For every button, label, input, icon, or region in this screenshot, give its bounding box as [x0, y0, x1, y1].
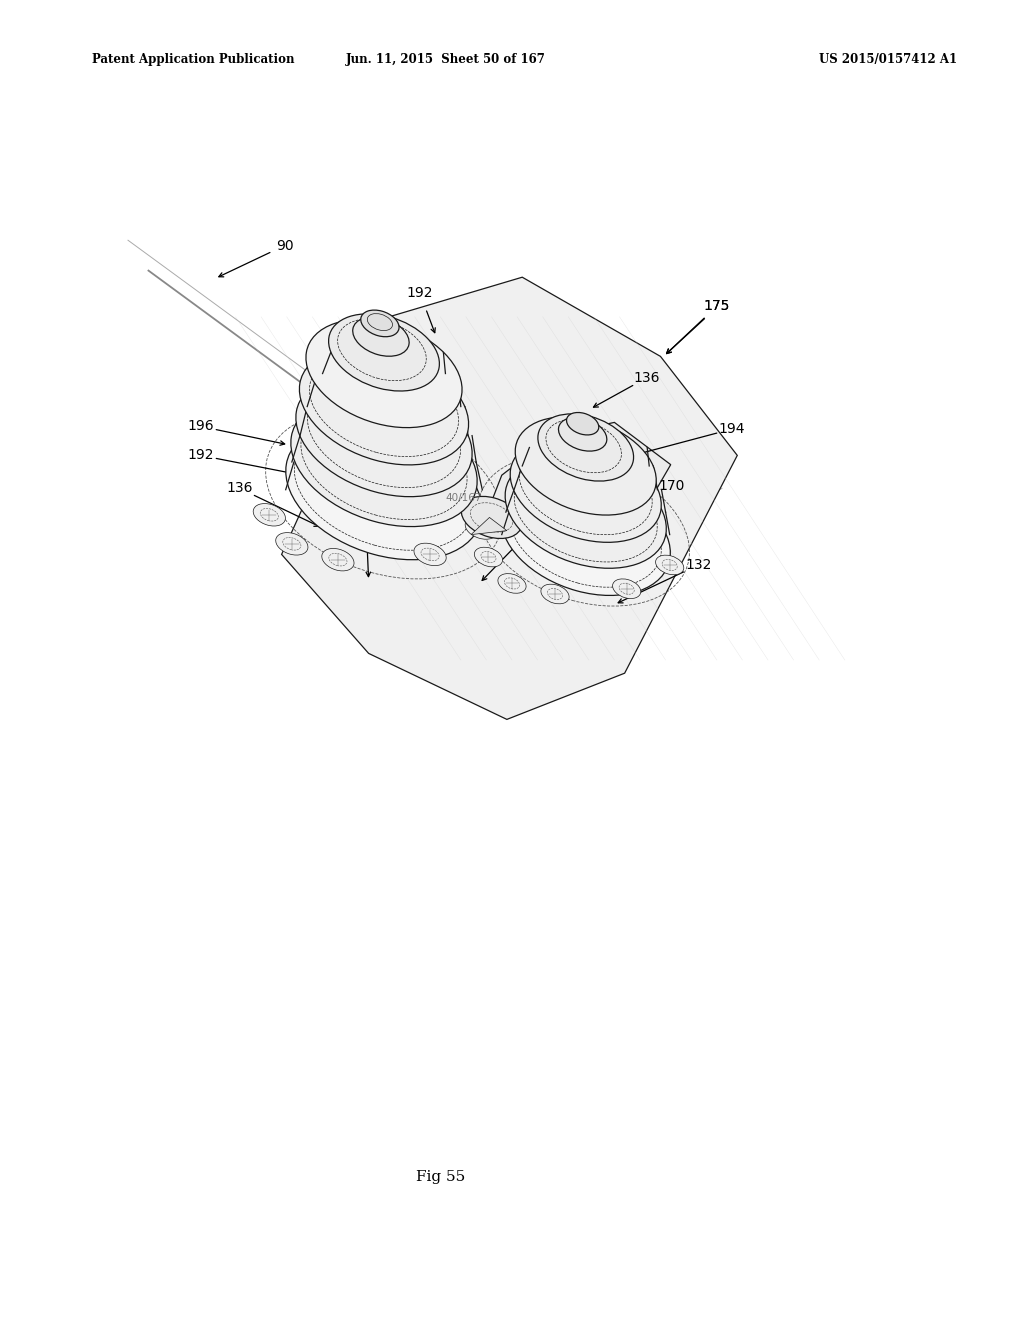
Ellipse shape: [510, 437, 662, 543]
Ellipse shape: [461, 496, 522, 539]
Ellipse shape: [505, 455, 667, 569]
Text: 192: 192: [407, 286, 433, 300]
Ellipse shape: [501, 477, 671, 595]
Text: 40/167: 40/167: [445, 492, 482, 503]
Ellipse shape: [329, 314, 439, 391]
Ellipse shape: [538, 414, 634, 480]
Ellipse shape: [253, 503, 286, 527]
Text: 196: 196: [187, 420, 214, 433]
Text: US 2015/0157412 A1: US 2015/0157412 A1: [819, 53, 957, 66]
Text: 192: 192: [187, 449, 214, 462]
Ellipse shape: [275, 532, 308, 556]
Text: 170: 170: [658, 479, 685, 492]
Text: Patent Application Publication: Patent Application Publication: [92, 53, 295, 66]
Ellipse shape: [655, 556, 684, 574]
Text: 136: 136: [634, 371, 660, 384]
Ellipse shape: [286, 422, 482, 560]
Text: 175: 175: [703, 300, 730, 313]
Text: 196: 196: [357, 334, 384, 347]
Ellipse shape: [296, 375, 472, 496]
Ellipse shape: [498, 574, 526, 593]
Polygon shape: [471, 517, 507, 535]
Ellipse shape: [515, 417, 656, 515]
Text: 132: 132: [685, 558, 712, 572]
Ellipse shape: [474, 548, 503, 566]
Ellipse shape: [541, 585, 569, 603]
Polygon shape: [282, 277, 737, 719]
Ellipse shape: [465, 516, 498, 540]
Ellipse shape: [306, 319, 462, 428]
Ellipse shape: [322, 548, 354, 572]
Text: 175: 175: [703, 300, 730, 313]
Polygon shape: [492, 422, 671, 517]
Text: Jun. 11, 2015  Sheet 50 of 167: Jun. 11, 2015 Sheet 50 of 167: [345, 53, 546, 66]
Text: 132: 132: [353, 527, 380, 540]
Ellipse shape: [612, 579, 641, 598]
Ellipse shape: [291, 397, 477, 527]
Ellipse shape: [299, 348, 469, 465]
Text: 192: 192: [517, 524, 544, 537]
Text: Fig 55: Fig 55: [416, 1171, 465, 1184]
Text: 194: 194: [719, 422, 745, 436]
Ellipse shape: [414, 543, 446, 566]
Text: 136: 136: [226, 482, 253, 495]
Text: 90: 90: [275, 239, 294, 252]
Ellipse shape: [360, 310, 399, 337]
Ellipse shape: [566, 412, 599, 436]
Ellipse shape: [558, 417, 607, 451]
Ellipse shape: [352, 317, 410, 356]
